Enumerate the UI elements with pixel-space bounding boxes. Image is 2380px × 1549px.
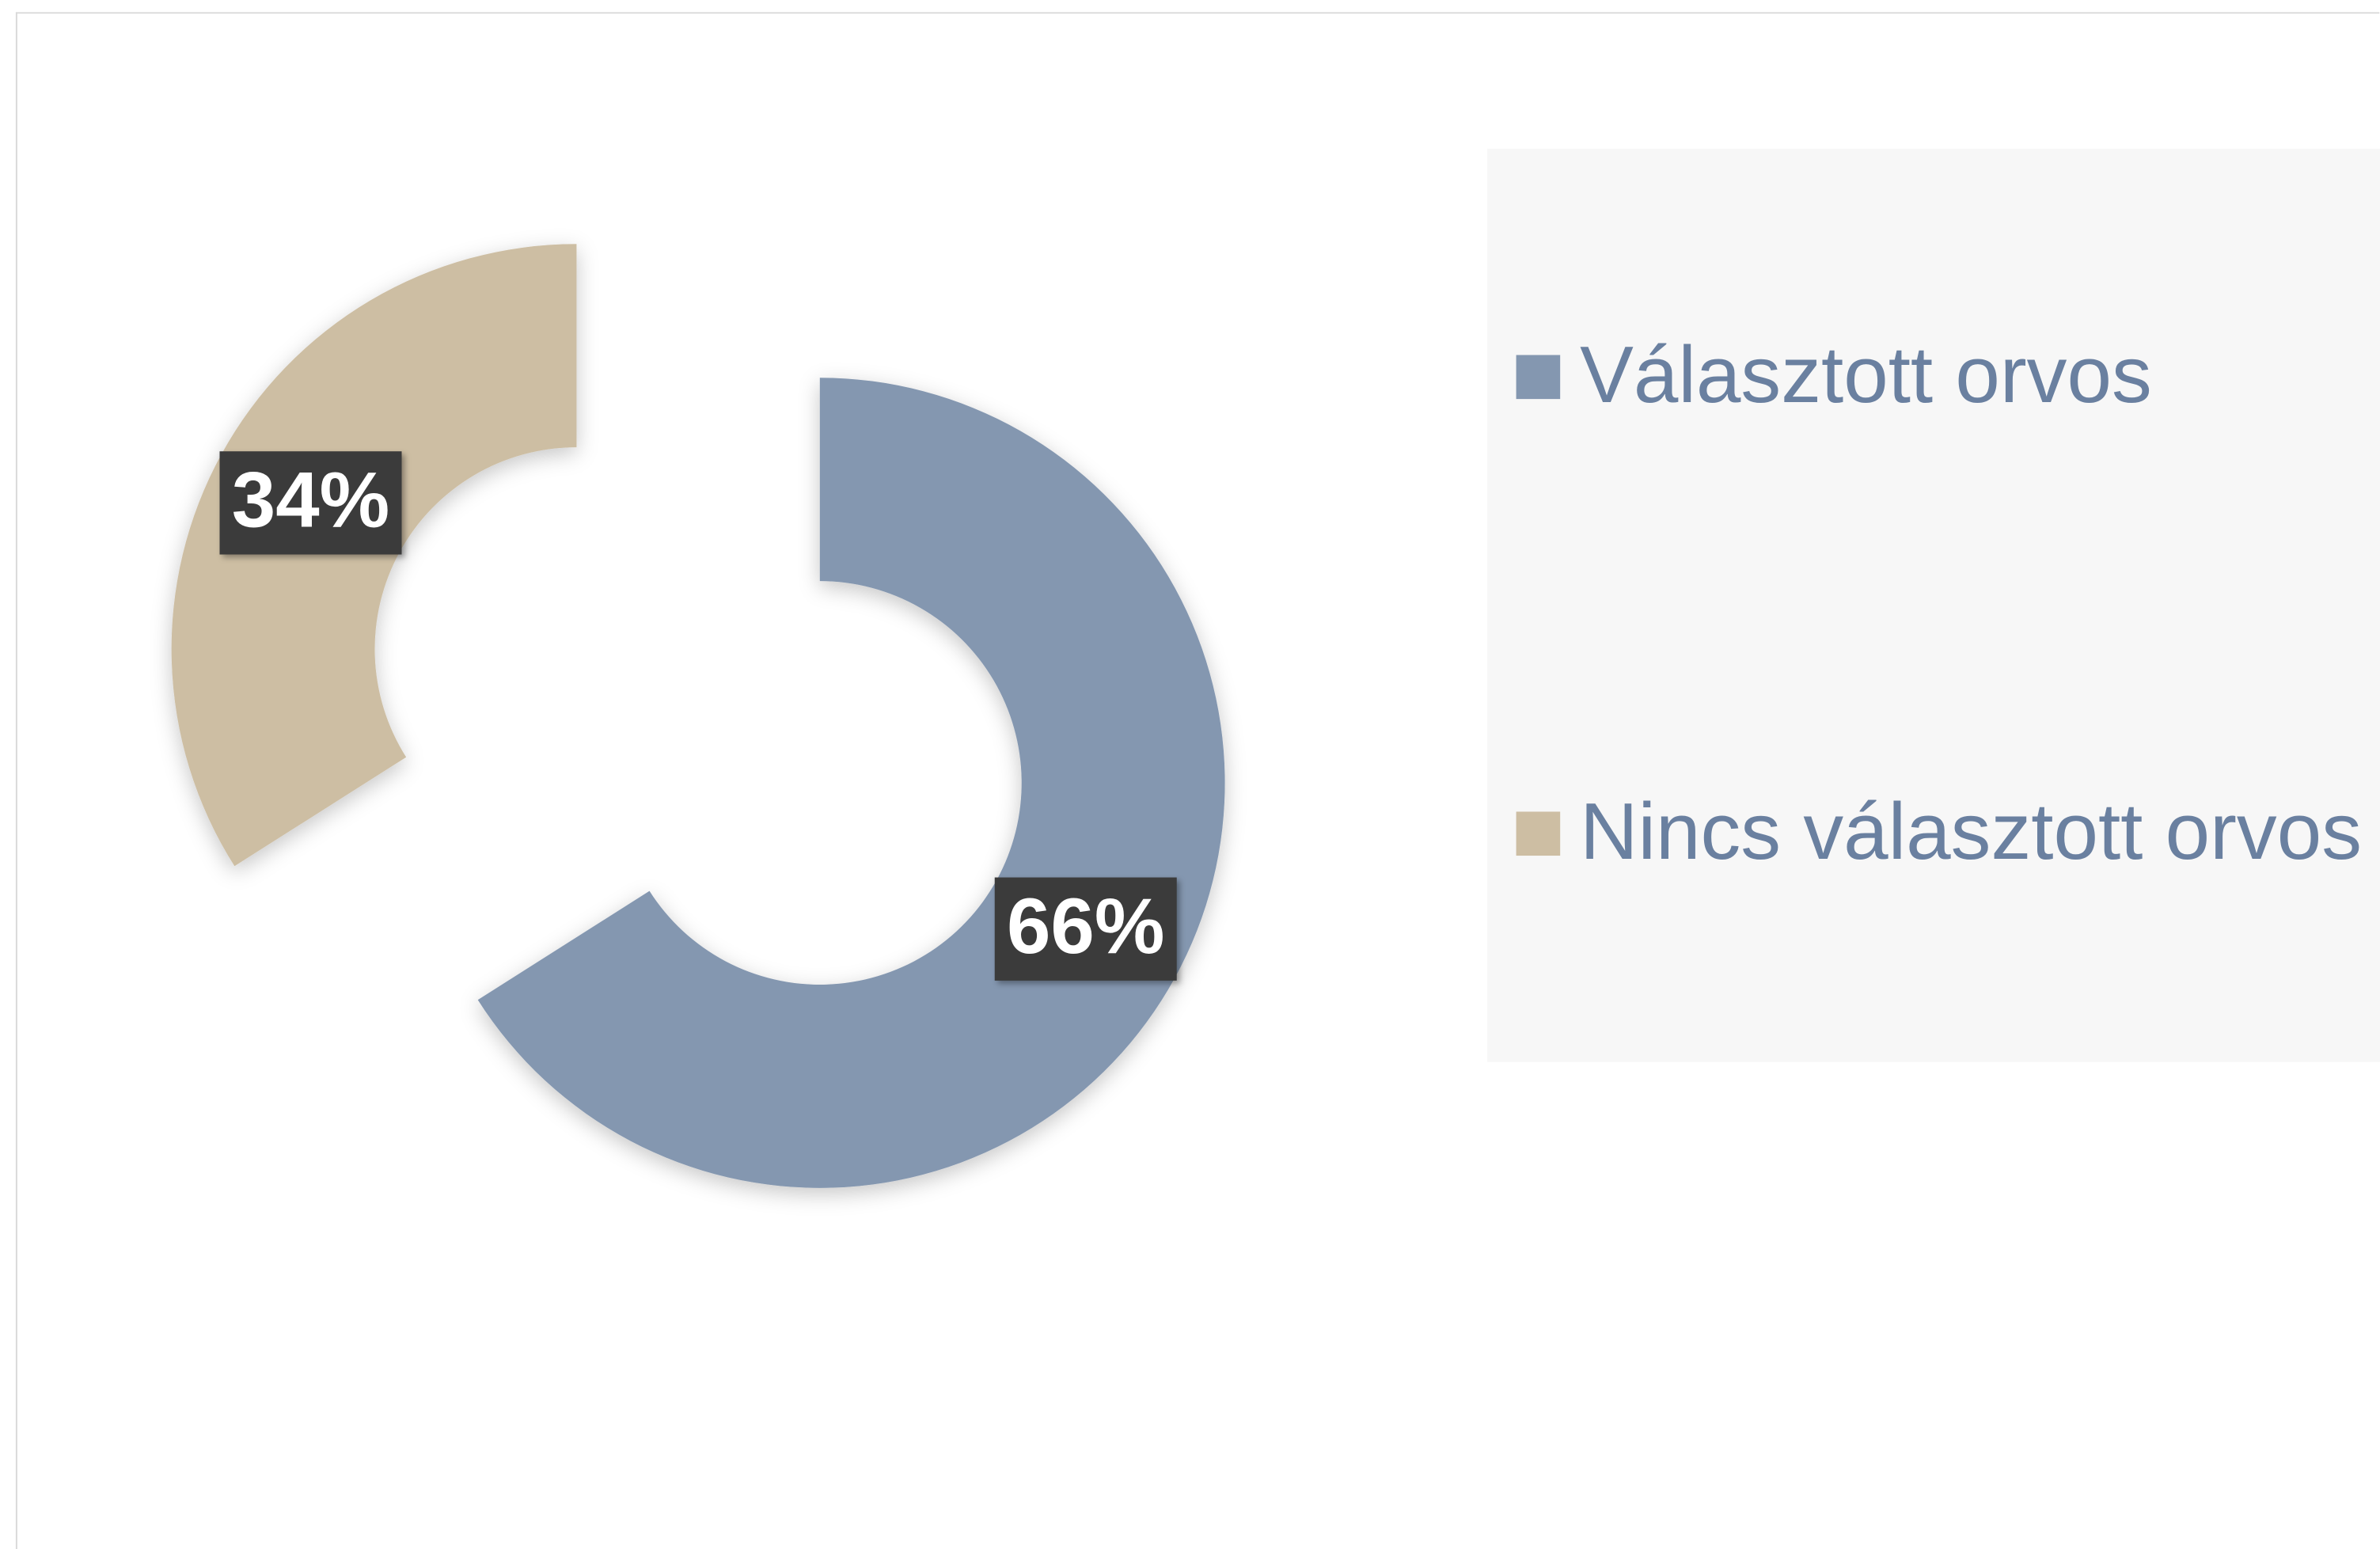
legend-swatch	[1516, 811, 1561, 856]
legend-label: Nincs választott orvos	[1580, 786, 2362, 876]
data-label: 34%	[232, 457, 389, 545]
data-label-box	[994, 877, 1177, 981]
legend-label: Választott orvos	[1580, 329, 2152, 420]
data-label: 66%	[1007, 883, 1164, 970]
legend-box	[1487, 148, 2380, 1062]
data-labels: 66% 34%	[219, 451, 1177, 981]
donut-slice	[171, 244, 577, 867]
legend-swatch	[1516, 355, 1561, 400]
data-label-box	[219, 451, 402, 555]
legend: Választott orvos Nincs választott orvos	[1516, 329, 2362, 876]
donut-slice	[477, 378, 1225, 1188]
donut	[171, 244, 1225, 1188]
